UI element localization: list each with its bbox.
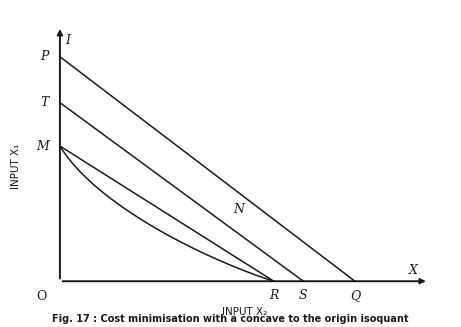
Text: Q: Q	[350, 289, 360, 302]
Text: S: S	[299, 289, 307, 302]
Text: I: I	[65, 34, 71, 47]
Text: O: O	[36, 290, 47, 303]
Text: Fig. 17 : Cost minimisation with a concave to the origin isoquant: Fig. 17 : Cost minimisation with a conca…	[52, 314, 409, 324]
Text: P: P	[41, 50, 49, 63]
Text: N: N	[233, 203, 244, 216]
Text: R: R	[269, 289, 278, 302]
Text: T: T	[41, 96, 49, 109]
Text: M: M	[36, 140, 49, 152]
Text: X: X	[409, 265, 418, 277]
Text: INPUT X₂: INPUT X₂	[222, 307, 267, 317]
Text: INPUT X₁: INPUT X₁	[11, 144, 21, 189]
